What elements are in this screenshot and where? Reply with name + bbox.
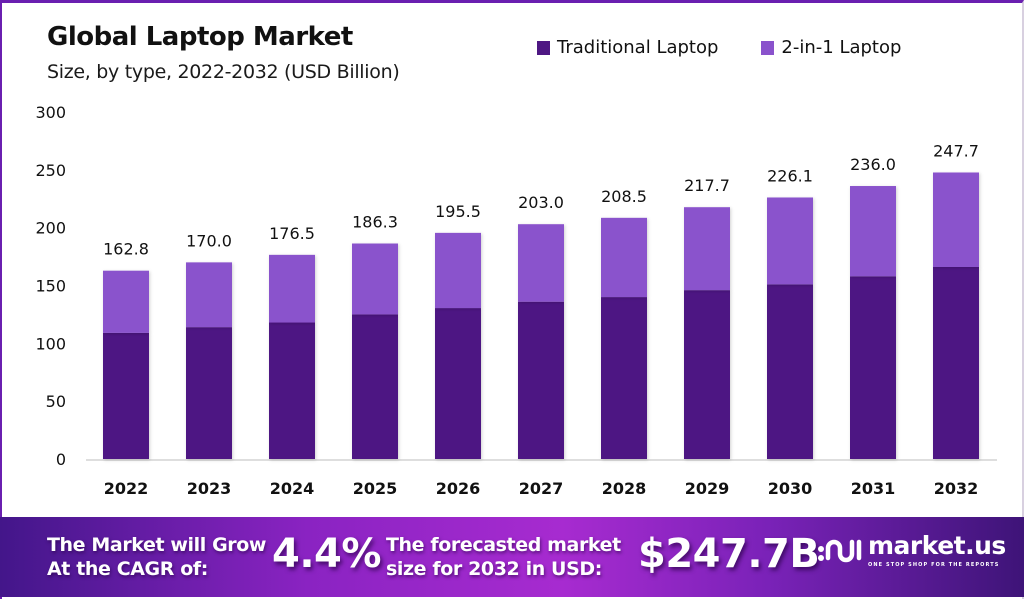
legend-item-traditional: Traditional Laptop <box>537 37 718 58</box>
x-tick-label: 2029 <box>685 479 730 498</box>
x-tick-label: 2024 <box>270 479 315 498</box>
forecast-label-line2: size for 2032 in USD: <box>386 558 602 580</box>
legend-label-2in1: 2-in-1 Laptop <box>781 37 902 58</box>
bar-segment-2in1 <box>767 197 813 285</box>
y-tick-label: 100 <box>35 334 66 353</box>
legend-swatch-traditional <box>537 40 550 55</box>
bar-segment-traditional <box>518 301 564 459</box>
y-tick-label: 0 <box>56 450 66 469</box>
bar-segment-traditional <box>767 284 813 459</box>
bar-total-label: 170.0 <box>186 231 232 250</box>
y-tick-label: 250 <box>35 161 66 180</box>
x-tick-label: 2030 <box>768 479 813 498</box>
cagr-label-line1: The Market will Grow <box>47 534 267 556</box>
bar-total-label: 186.3 <box>352 213 398 232</box>
bar-total-label: 217.7 <box>684 176 730 195</box>
chart-subtitle: Size, by type, 2022-2032 (USD Billion) <box>47 61 400 83</box>
bar-total-label: 162.8 <box>103 240 149 259</box>
bar-segment-2in1 <box>933 172 979 267</box>
bar-total-label: 176.5 <box>269 224 315 243</box>
bar-segment-2in1 <box>601 217 647 298</box>
y-tick-label: 300 <box>35 103 66 122</box>
cagr-value: 4.4% <box>272 531 381 577</box>
y-tick-label: 150 <box>35 277 66 296</box>
x-tick-label: 2026 <box>436 479 481 498</box>
legend-label-traditional: Traditional Laptop <box>557 37 719 58</box>
bar-total-label: 226.1 <box>767 166 813 185</box>
bar-segment-traditional <box>352 314 398 459</box>
bar-segment-2in1 <box>850 186 896 277</box>
logo-name: market.us <box>868 531 1006 560</box>
x-tick-label: 2025 <box>353 479 398 498</box>
stacked-bar-chart: 0 50 100 150 200 250 300 162.8 2022 170.0 2023 176.… <box>35 103 997 498</box>
forecast-label: The forecasted market size for 2032 in U… <box>386 533 621 581</box>
legend: Traditional Laptop 2-in-1 Laptop <box>537 37 944 58</box>
x-tick-label: 2027 <box>519 479 564 498</box>
cagr-label-line2: At the CAGR of: <box>47 558 208 580</box>
bar-segment-2in1 <box>684 207 730 291</box>
x-tick-label: 2032 <box>934 479 979 498</box>
bar-total-label: 236.0 <box>850 155 896 174</box>
logo-tagline: ONE STOP SHOP FOR THE REPORTS <box>868 562 1000 568</box>
y-tick-label: 200 <box>35 219 66 238</box>
bar-segment-traditional <box>269 322 315 459</box>
bar-segment-traditional <box>186 327 232 459</box>
bar-total-label: 208.5 <box>601 187 647 206</box>
x-tick-label: 2022 <box>104 479 149 498</box>
legend-swatch-2in1 <box>761 40 775 55</box>
bar-segment-traditional <box>103 332 149 459</box>
x-tick-label: 2031 <box>851 479 896 498</box>
bar-segment-traditional <box>850 276 896 459</box>
bar-segment-2in1 <box>186 262 232 328</box>
bar-total-label: 203.0 <box>518 193 564 212</box>
bar-segment-2in1 <box>269 254 315 323</box>
chart-title: Global Laptop Market <box>47 22 353 52</box>
bar-segment-traditional <box>601 297 647 459</box>
market-us-logo-icon <box>818 539 862 563</box>
forecast-label-line1: The forecasted market <box>386 534 621 556</box>
bar-total-label: 247.7 <box>933 141 979 160</box>
legend-item-2in1: 2-in-1 Laptop <box>761 37 901 58</box>
x-tick-label: 2028 <box>602 479 647 498</box>
forecast-value: $247.7B <box>638 531 820 577</box>
cagr-label: The Market will Grow At the CAGR of: <box>47 533 266 581</box>
bar-segment-traditional <box>435 308 481 459</box>
bar-segment-2in1 <box>518 224 564 302</box>
bar-segment-traditional <box>933 266 979 459</box>
x-tick-label: 2023 <box>187 479 232 498</box>
bar-segment-2in1 <box>103 270 149 333</box>
y-tick-label: 50 <box>46 392 66 411</box>
bar-total-label: 195.5 <box>435 202 481 221</box>
bar-segment-2in1 <box>435 232 481 309</box>
bar-segment-2in1 <box>352 243 398 315</box>
bar-segment-traditional <box>684 290 730 459</box>
